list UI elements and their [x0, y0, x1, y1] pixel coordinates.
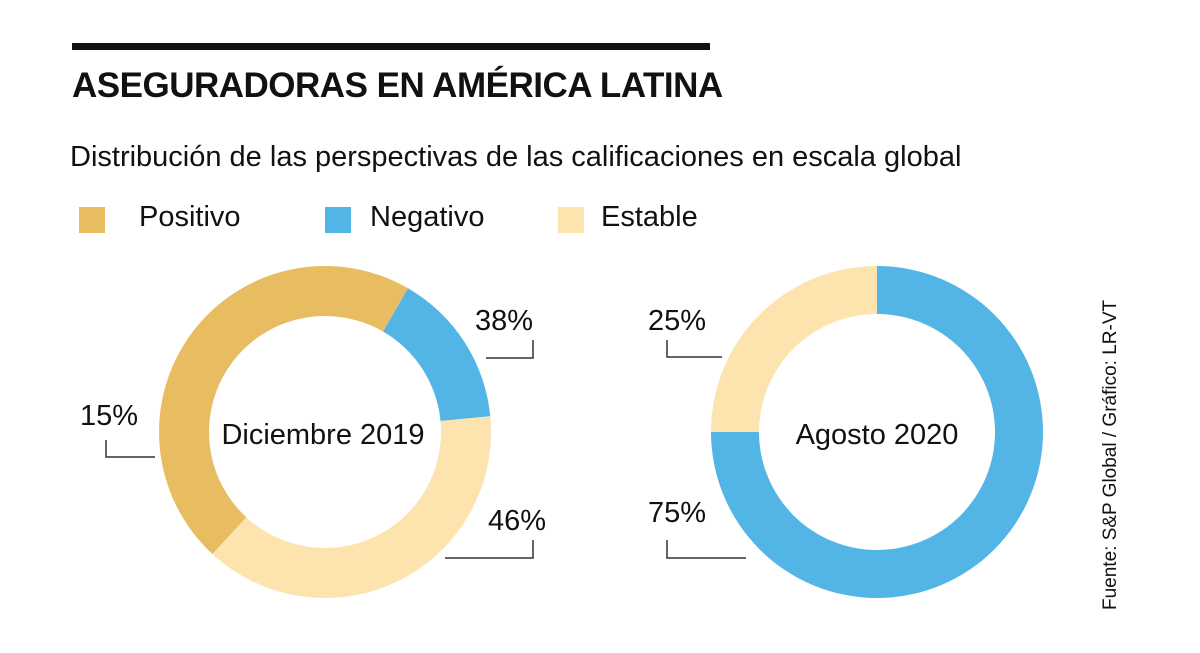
donut-segment-estable — [711, 266, 877, 432]
chart-title: ASEGURADORAS EN AMÉRICA LATINA — [72, 66, 723, 105]
legend-swatch-negativo — [325, 207, 351, 233]
donut-segment-estable — [212, 416, 491, 598]
legend-label-negativo: Negativo — [370, 201, 485, 233]
donut-segment-positivo — [159, 266, 408, 554]
leader-line — [666, 540, 746, 559]
data-label: 46% — [488, 505, 546, 537]
data-label: 25% — [648, 305, 706, 337]
leader-line — [445, 540, 534, 559]
donut-diciembre-2019 — [159, 266, 491, 598]
legend-swatch-positivo — [79, 207, 105, 233]
leader-line — [486, 340, 534, 359]
data-label: 38% — [475, 305, 533, 337]
legend-label-estable: Estable — [601, 201, 698, 233]
data-label: 75% — [648, 497, 706, 529]
center-label: Diciembre 2019 — [221, 419, 424, 451]
legend-swatch-estable — [558, 207, 584, 233]
title-rule — [72, 43, 710, 50]
center-label: Agosto 2020 — [796, 419, 959, 451]
leader-line — [666, 340, 722, 358]
donut-agosto-2020 — [711, 266, 1043, 598]
donut-segment-negativo — [383, 288, 491, 421]
legend-label-positivo: Positivo — [139, 201, 241, 233]
source-note: Fuente: S&P Global / Gráfico: LR-VT — [1100, 299, 1121, 610]
leader-lines — [105, 340, 746, 559]
chart-subtitle: Distribución de las perspectivas de las … — [70, 141, 962, 173]
leader-line — [105, 440, 155, 458]
data-label: 15% — [80, 400, 138, 432]
